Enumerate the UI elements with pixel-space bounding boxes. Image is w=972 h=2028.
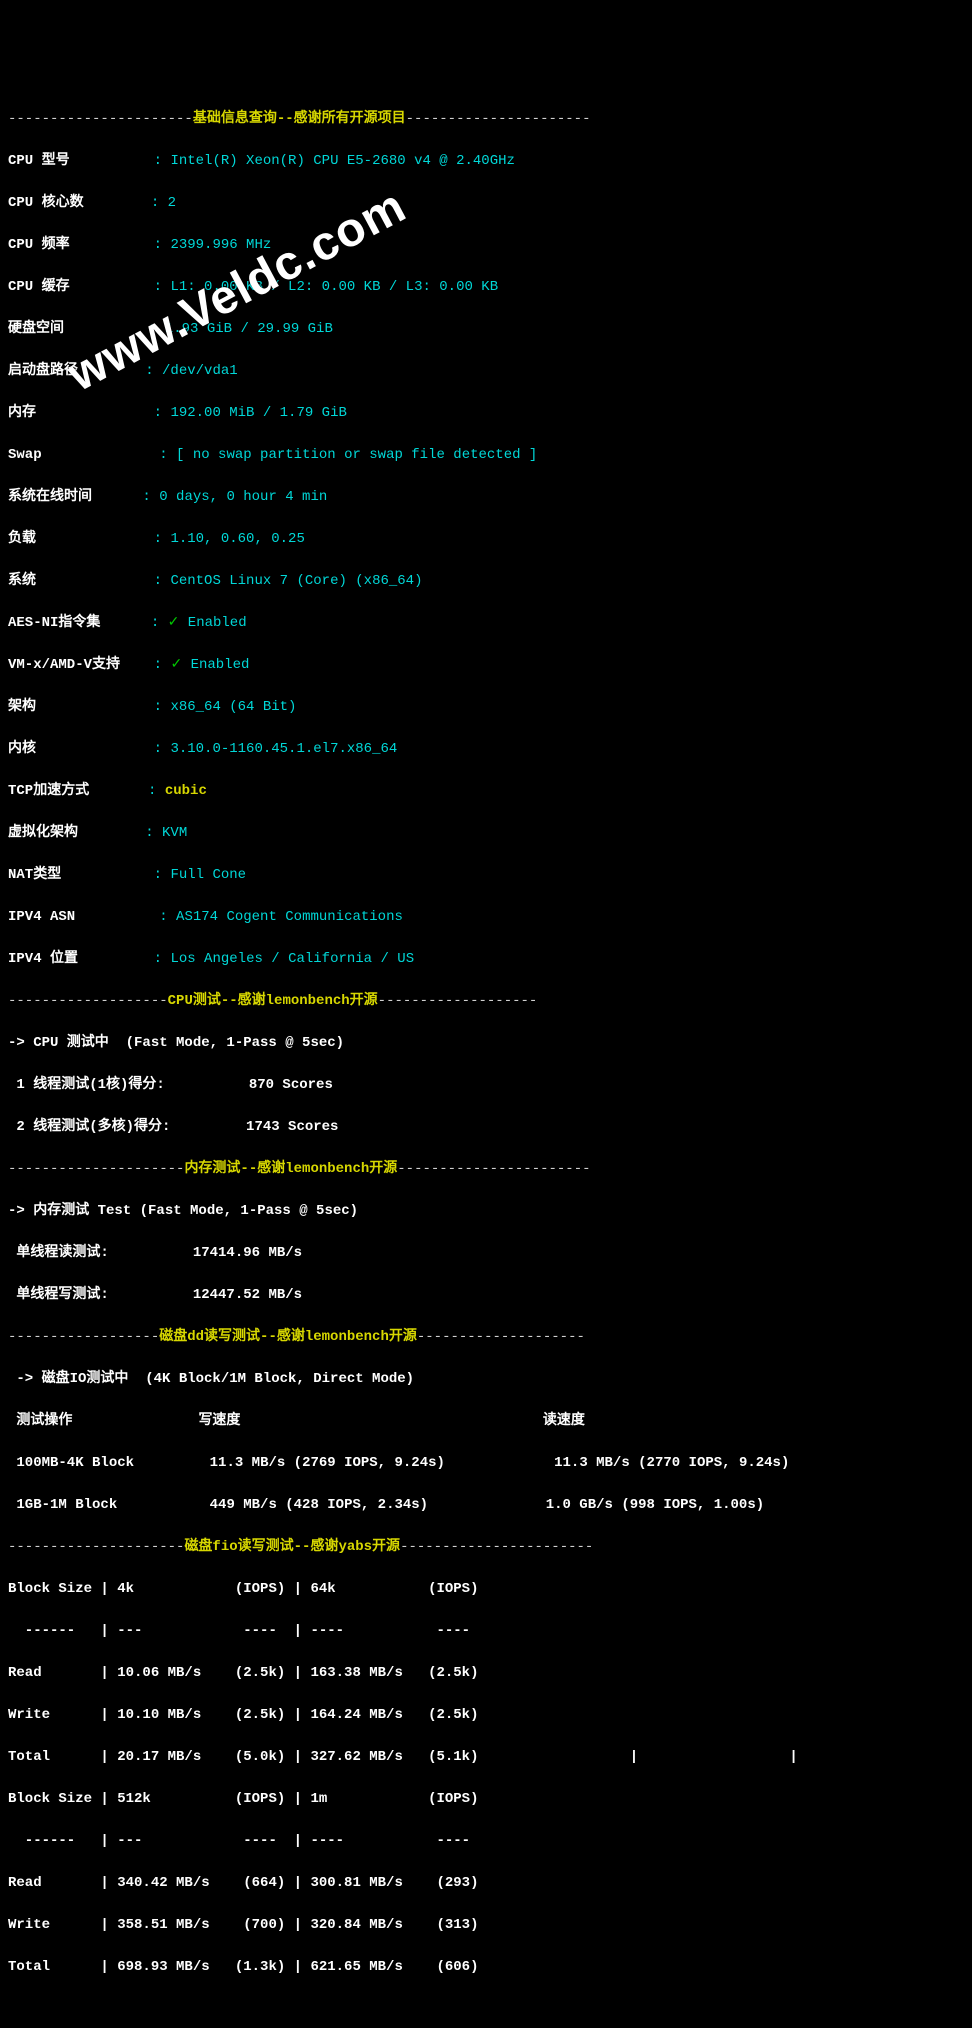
info-disk: 硬盘空间 : 1.93 GiB / 29.99 GiB (8, 319, 964, 340)
fio-read-2: Read | 340.42 MB/s (664) | 300.81 MB/s (… (8, 1873, 964, 1894)
section-header-basic: ----------------------基础信息查询--感谢所有开源项目--… (8, 109, 964, 130)
info-vmx: VM-x/AMD-V支持 : ✓ Enabled (8, 655, 964, 676)
info-mem: 内存 : 192.00 MiB / 1.79 GiB (8, 403, 964, 424)
fio-total-2: Total | 698.93 MB/s (1.3k) | 621.65 MB/s… (8, 1957, 964, 1978)
dd-test-mode: -> 磁盘IO测试中 (4K Block/1M Block, Direct Mo… (8, 1369, 964, 1390)
info-swap: Swap : [ no swap partition or swap file … (8, 445, 964, 466)
info-cpu-cores: CPU 核心数 : 2 (8, 193, 964, 214)
fio-read-1: Read | 10.06 MB/s (2.5k) | 163.38 MB/s (… (8, 1663, 964, 1684)
cpu-test-mode: -> CPU 测试中 (Fast Mode, 1-Pass @ 5sec) (8, 1033, 964, 1054)
info-boot: 启动盘路径 : /dev/vda1 (8, 361, 964, 382)
mem-read: 单线程读测试: 17414.96 MB/s (8, 1243, 964, 1264)
fio-sep-2: ------ | --- ---- | ---- ---- (8, 1831, 964, 1852)
fio-header-2: Block Size | 512k (IOPS) | 1m (IOPS) (8, 1789, 964, 1810)
info-arch: 架构 : x86_64 (64 Bit) (8, 697, 964, 718)
info-cpu-freq: CPU 频率 : 2399.996 MHz (8, 235, 964, 256)
mem-write: 单线程写测试: 12447.52 MB/s (8, 1285, 964, 1306)
info-aesni: AES-NI指令集 : ✓ Enabled (8, 613, 964, 634)
info-nat: NAT类型 : Full Cone (8, 865, 964, 886)
info-cpu-cache: CPU 缓存 : L1: 0.00 KB / L2: 0.00 KB / L3:… (8, 277, 964, 298)
section-header-dd: ------------------磁盘dd读写测试--感谢lemonbench… (8, 1327, 964, 1348)
section-header-fio: ---------------------磁盘fio读写测试--感谢yabs开源… (8, 1537, 964, 1558)
info-loc: IPV4 位置 : Los Angeles / California / US (8, 949, 964, 970)
info-virt: 虚拟化架构 : KVM (8, 823, 964, 844)
info-kernel: 内核 : 3.10.0-1160.45.1.el7.x86_64 (8, 739, 964, 760)
info-asn: IPV4 ASN : AS174 Cogent Communications (8, 907, 964, 928)
info-load: 负载 : 1.10, 0.60, 0.25 (8, 529, 964, 550)
dd-row-1m: 1GB-1M Block 449 MB/s (428 IOPS, 2.34s) … (8, 1495, 964, 1516)
section-header-cpu: -------------------CPU测试--感谢lemonbench开源… (8, 991, 964, 1012)
mem-test-mode: -> 内存测试 Test (Fast Mode, 1-Pass @ 5sec) (8, 1201, 964, 1222)
info-tcp: TCP加速方式 : cubic (8, 781, 964, 802)
info-uptime: 系统在线时间 : 0 days, 0 hour 4 min (8, 487, 964, 508)
dd-header-row: 测试操作 写速度 读速度 (8, 1411, 964, 1432)
fio-header-1: Block Size | 4k (IOPS) | 64k (IOPS) (8, 1579, 964, 1600)
cpu-score-multi: 2 线程测试(多核)得分: 1743 Scores (8, 1117, 964, 1138)
info-os: 系统 : CentOS Linux 7 (Core) (x86_64) (8, 571, 964, 592)
info-cpu-model: CPU 型号 : Intel(R) Xeon(R) CPU E5-2680 v4… (8, 151, 964, 172)
fio-sep-1: ------ | --- ---- | ---- ---- (8, 1621, 964, 1642)
cpu-score-single: 1 线程测试(1核)得分: 870 Scores (8, 1075, 964, 1096)
terminal-output: ----------------------基础信息查询--感谢所有开源项目--… (8, 88, 964, 1999)
fio-write-1: Write | 10.10 MB/s (2.5k) | 164.24 MB/s … (8, 1705, 964, 1726)
section-header-mem: ---------------------内存测试--感谢lemonbench开… (8, 1159, 964, 1180)
dd-row-4k: 100MB-4K Block 11.3 MB/s (2769 IOPS, 9.2… (8, 1453, 964, 1474)
fio-write-2: Write | 358.51 MB/s (700) | 320.84 MB/s … (8, 1915, 964, 1936)
fio-total-1: Total | 20.17 MB/s (5.0k) | 327.62 MB/s … (8, 1747, 964, 1768)
